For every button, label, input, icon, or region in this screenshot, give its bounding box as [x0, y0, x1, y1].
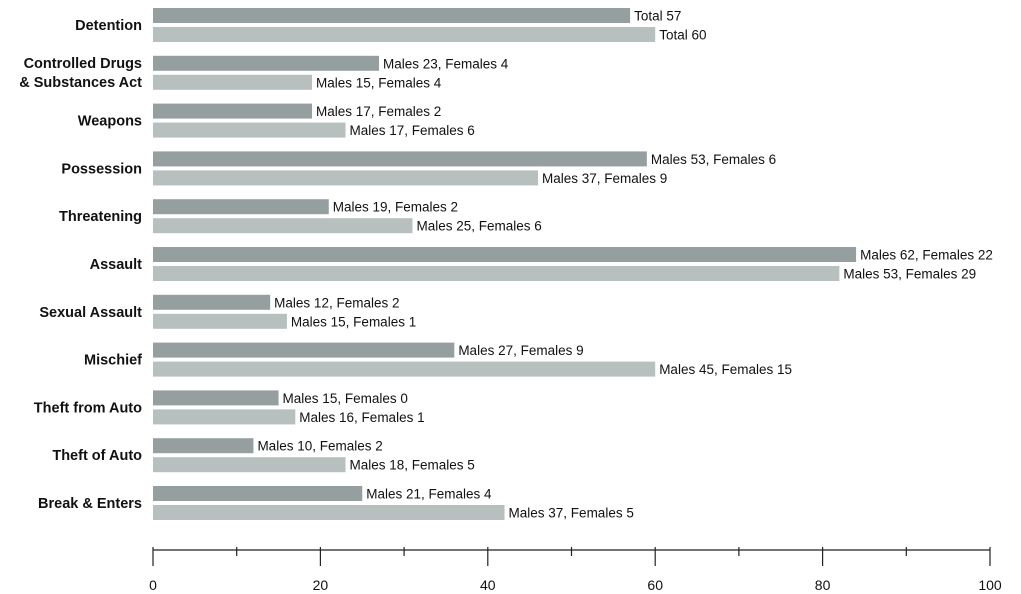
- bar-detention-series-2: [153, 27, 656, 42]
- x-tick-label-80: 80: [815, 577, 831, 593]
- bar-assault-series-1: [153, 247, 857, 262]
- bar-detention-series-1: [153, 8, 631, 23]
- bar-break-and-enters-series-1: [153, 486, 363, 501]
- x-tick-label-0: 0: [149, 577, 157, 593]
- category-labels: Detention Controlled Drugs & Substances Ac…: [19, 18, 142, 512]
- data-label-controlled-drugs-and-substances-act-series-1: Males 23, Females 4: [383, 56, 509, 71]
- x-axis: 0 20 40 60 80 100: [149, 547, 1002, 593]
- bars-layer: Total 57 Total 60 Males 23, Females 4 Males…: [153, 8, 993, 521]
- data-label-theft-of-auto-series-1: Males 10, Females 2: [257, 439, 382, 454]
- bar-threatening-series-1: [153, 199, 329, 215]
- x-tick-label-100: 100: [978, 577, 1002, 593]
- data-label-controlled-drugs-and-substances-act-series-2: Males 15, Females 4: [316, 75, 442, 90]
- bar-theft-of-auto-series-2: [153, 457, 346, 473]
- data-label-detention-series-2: Total 60: [659, 28, 706, 43]
- bar-possession-series-1: [153, 151, 647, 167]
- bar-threatening-series-2: [153, 218, 413, 234]
- data-label-sexual-assault-series-2: Males 15, Females 1: [291, 314, 416, 329]
- bar-possession-series-2: [153, 170, 539, 186]
- data-label-assault-series-1: Males 62, Females 22: [860, 248, 993, 263]
- category-label-weapons: Weapons: [78, 114, 142, 130]
- category-label-controlled-drugs-and-substances-act: Controlled Drugs & Substances Act: [19, 56, 142, 91]
- bar-controlled-drugs-and-substances-act-series-2: [153, 74, 313, 90]
- bar-theft-of-auto-series-1: [153, 438, 254, 454]
- data-label-theft-from-auto-series-1: Males 15, Females 0: [283, 391, 408, 406]
- data-label-sexual-assault-series-1: Males 12, Females 2: [274, 295, 399, 310]
- data-label-threatening-series-1: Males 19, Females 2: [333, 200, 458, 215]
- category-label-theft-of-auto: Theft of Auto: [52, 448, 142, 464]
- data-label-weapons-series-2: Males 17, Females 6: [350, 123, 475, 138]
- category-label-threatening: Threatening: [59, 209, 142, 225]
- bar-sexual-assault-series-2: [153, 313, 287, 329]
- data-label-detention-series-1: Total 57: [634, 9, 681, 24]
- data-label-threatening-series-2: Males 25, Females 6: [416, 219, 541, 234]
- bar-controlled-drugs-and-substances-act-series-1: [153, 55, 379, 71]
- data-label-assault-series-2: Males 53, Females 29: [843, 267, 976, 282]
- x-tick-label-60: 60: [647, 577, 663, 593]
- x-tick-label-40: 40: [480, 577, 496, 593]
- bar-theft-from-auto-series-1: [153, 390, 279, 406]
- data-label-possession-series-1: Males 53, Females 6: [651, 152, 776, 167]
- data-label-theft-from-auto-series-2: Males 16, Females 1: [299, 410, 424, 425]
- category-label-mischief: Mischief: [84, 353, 142, 369]
- category-label-possession: Possession: [61, 161, 142, 177]
- category-label-theft-from-auto: Theft from Auto: [34, 400, 142, 416]
- bar-sexual-assault-series-1: [153, 294, 271, 310]
- data-label-mischief-series-2: Males 45, Females 15: [659, 362, 792, 377]
- category-label-detention: Detention: [75, 18, 142, 34]
- bar-weapons-series-2: [153, 122, 346, 138]
- data-label-mischief-series-1: Males 27, Females 9: [458, 343, 583, 358]
- bar-theft-from-auto-series-2: [153, 409, 296, 425]
- category-label-assault: Assault: [90, 257, 143, 273]
- bar-weapons-series-1: [153, 103, 313, 119]
- data-label-possession-series-2: Males 37, Females 9: [542, 171, 667, 186]
- data-label-break-and-enters-series-1: Males 21, Females 4: [366, 487, 492, 502]
- data-label-weapons-series-1: Males 17, Females 2: [316, 104, 441, 119]
- category-label-break-and-enters: Break & Enters: [38, 496, 142, 512]
- bar-mischief-series-2: [153, 361, 656, 377]
- data-label-theft-of-auto-series-2: Males 18, Females 5: [350, 458, 475, 473]
- bar-mischief-series-1: [153, 342, 455, 358]
- bar-assault-series-2: [153, 266, 840, 281]
- data-label-break-and-enters-series-2: Males 37, Females 5: [509, 506, 634, 521]
- category-label-sexual-assault: Sexual Assault: [39, 305, 142, 321]
- bar-break-and-enters-series-2: [153, 505, 505, 520]
- x-tick-label-20: 20: [313, 577, 329, 593]
